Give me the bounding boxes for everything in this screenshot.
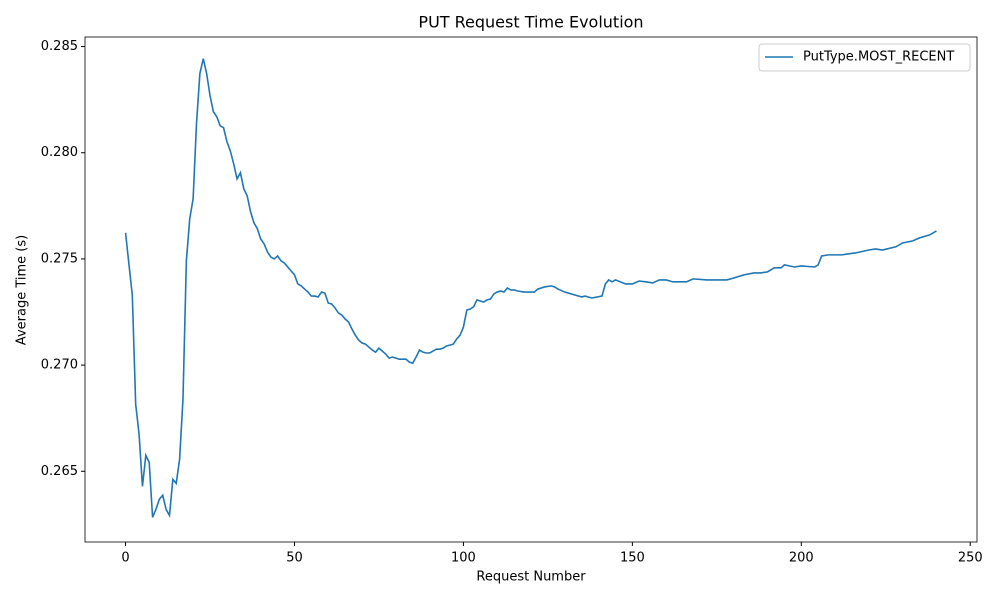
- legend-label: PutType.MOST_RECENT: [803, 50, 954, 65]
- plot-frame: [84, 36, 978, 543]
- x-tick-label: 250: [958, 551, 983, 566]
- x-tick-label: 100: [451, 551, 476, 566]
- chart-title: PUT Request Time Evolution: [418, 13, 643, 32]
- y-axis-label: Average Time (s): [15, 235, 30, 345]
- legend-box: [758, 43, 971, 72]
- y-tick-label: 0.275: [41, 251, 78, 266]
- y-tick-label: 0.285: [41, 39, 78, 54]
- y-tick-label: 0.265: [41, 464, 78, 479]
- x-tick-label: 200: [789, 551, 814, 566]
- x-tick-label: 50: [286, 551, 303, 566]
- x-tick-label: 150: [620, 551, 645, 566]
- y-tick-label: 0.270: [41, 358, 78, 373]
- x-tick-label: 0: [121, 551, 129, 566]
- y-tick-label: 0.280: [41, 145, 78, 160]
- x-axis-label: Request Number: [476, 570, 586, 585]
- data-line: [124, 58, 937, 519]
